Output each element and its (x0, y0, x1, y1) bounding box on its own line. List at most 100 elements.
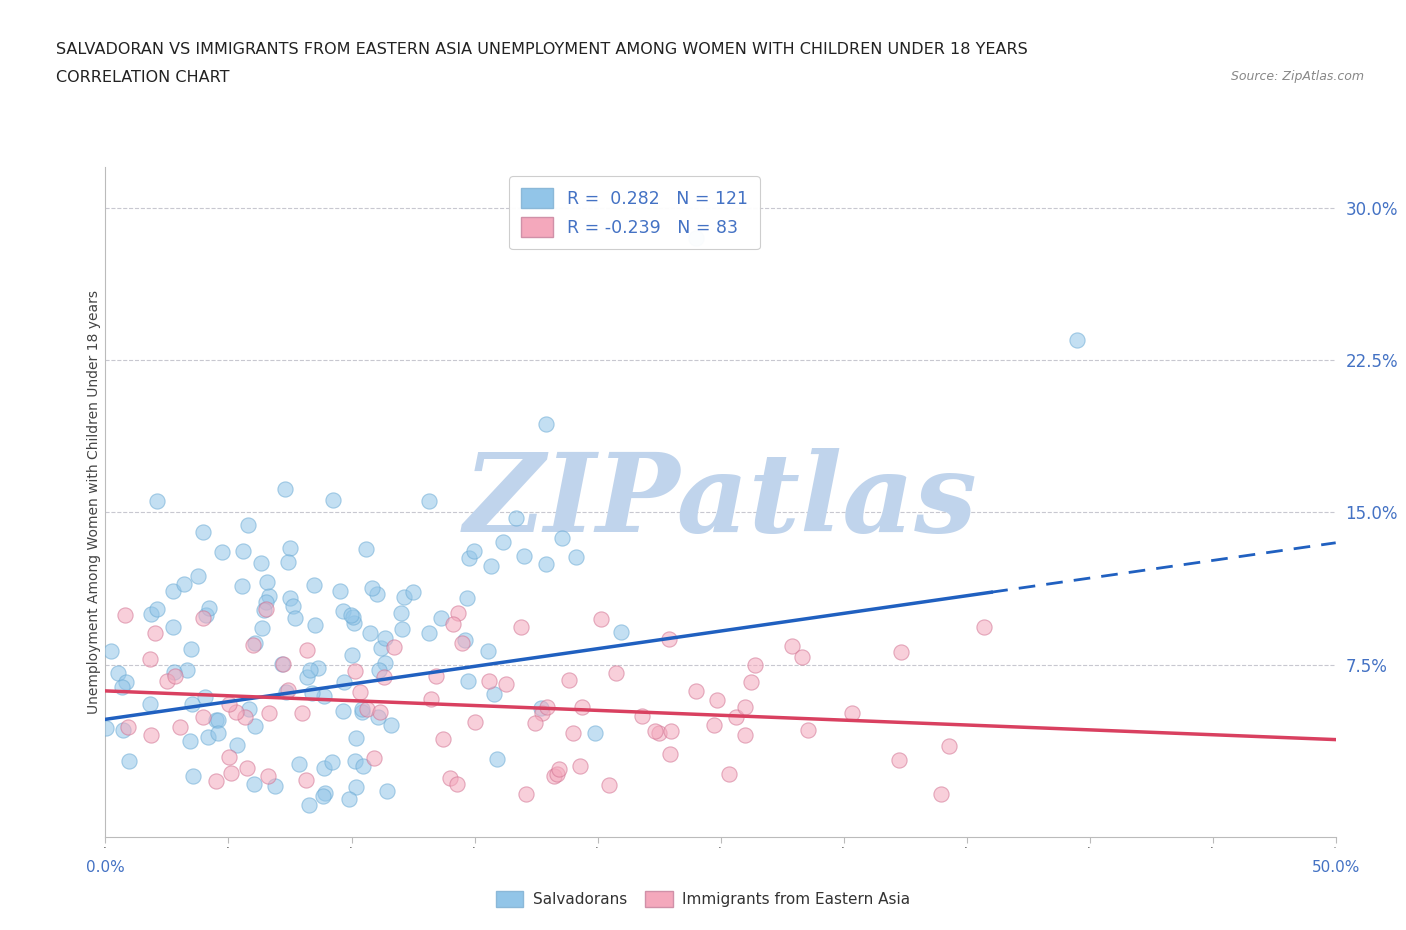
Point (515, 787, 537, 802)
Point (139, 697, 162, 711)
Point (274, 684, 297, 699)
Point (155, 673, 177, 688)
Point (505, 511, 527, 525)
Point (112, 722, 135, 737)
Point (344, 780, 367, 795)
Point (139, 651, 162, 666)
Point (181, 697, 204, 711)
Point (256, 575, 278, 590)
Point (536, 700, 558, 715)
Point (382, 640, 405, 655)
Y-axis label: Unemployment Among Women with Children Under 18 years: Unemployment Among Women with Children U… (87, 290, 101, 714)
Point (169, 720, 191, 735)
Point (548, 762, 571, 777)
Point (457, 673, 479, 688)
Point (256, 769, 278, 784)
Point (724, 710, 747, 724)
Point (478, 673, 501, 688)
Point (352, 758, 374, 773)
Point (717, 767, 740, 782)
Point (146, 493, 169, 508)
Point (340, 608, 363, 623)
Point (307, 660, 329, 675)
Point (929, 786, 952, 801)
Point (456, 591, 478, 605)
Point (193, 710, 215, 724)
Point (354, 541, 377, 556)
Point (373, 670, 395, 684)
Point (447, 605, 470, 620)
Point (250, 556, 273, 571)
Point (346, 730, 368, 745)
Point (356, 701, 378, 716)
Point (441, 617, 464, 631)
Point (100, 644, 122, 658)
Point (391, 621, 413, 636)
Point (117, 753, 139, 768)
Point (363, 751, 385, 765)
Point (513, 549, 536, 564)
Point (297, 643, 319, 658)
Point (146, 602, 169, 617)
Point (350, 705, 373, 720)
Point (367, 710, 389, 724)
Point (457, 551, 479, 565)
Point (658, 631, 681, 646)
Legend: R =  0.282   N = 121, R = -0.239   N = 83: R = 0.282 N = 121, R = -0.239 N = 83 (509, 176, 759, 249)
Point (367, 662, 389, 677)
Point (361, 580, 384, 595)
Text: 50.0%: 50.0% (1312, 860, 1360, 875)
Point (243, 635, 266, 650)
Point (530, 700, 553, 715)
Point (430, 610, 453, 625)
Point (648, 725, 671, 740)
Point (180, 642, 202, 657)
Point (194, 607, 217, 622)
Point (349, 684, 371, 699)
Point (797, 723, 820, 737)
Point (236, 760, 259, 775)
Point (583, 725, 606, 740)
Point (631, 709, 654, 724)
Point (546, 766, 568, 781)
Point (342, 647, 364, 662)
Point (558, 672, 581, 687)
Point (254, 594, 277, 609)
Point (295, 670, 318, 684)
Point (890, 645, 912, 660)
Point (485, 751, 508, 766)
Point (392, 590, 415, 604)
Point (706, 693, 728, 708)
Point (332, 704, 354, 719)
Text: SALVADORAN VS IMMIGRANTS FROM EASTERN ASIA UNEMPLOYMENT AMONG WOMEN WITH CHILDRE: SALVADORAN VS IMMIGRANTS FROM EASTERN AS… (56, 42, 1028, 57)
Point (312, 789, 335, 804)
Point (790, 650, 813, 665)
Point (569, 759, 592, 774)
Point (463, 544, 485, 559)
Point (284, 610, 307, 625)
Point (271, 657, 294, 671)
Point (366, 587, 388, 602)
Point (337, 791, 360, 806)
Point (232, 544, 254, 559)
Point (973, 619, 995, 634)
Point (243, 719, 266, 734)
Point (685, 684, 707, 698)
Point (492, 535, 515, 550)
Point (343, 616, 366, 631)
Point (343, 663, 366, 678)
Point (179, 733, 201, 748)
Point (734, 727, 756, 742)
Point (370, 641, 392, 656)
Point (938, 738, 960, 753)
Point (207, 725, 229, 740)
Point (564, 550, 586, 565)
Point (380, 717, 402, 732)
Point (332, 604, 354, 618)
Point (479, 559, 502, 574)
Point (685, 231, 707, 246)
Point (782, 639, 804, 654)
Point (302, 578, 325, 592)
Point (605, 665, 627, 680)
Point (277, 554, 299, 569)
